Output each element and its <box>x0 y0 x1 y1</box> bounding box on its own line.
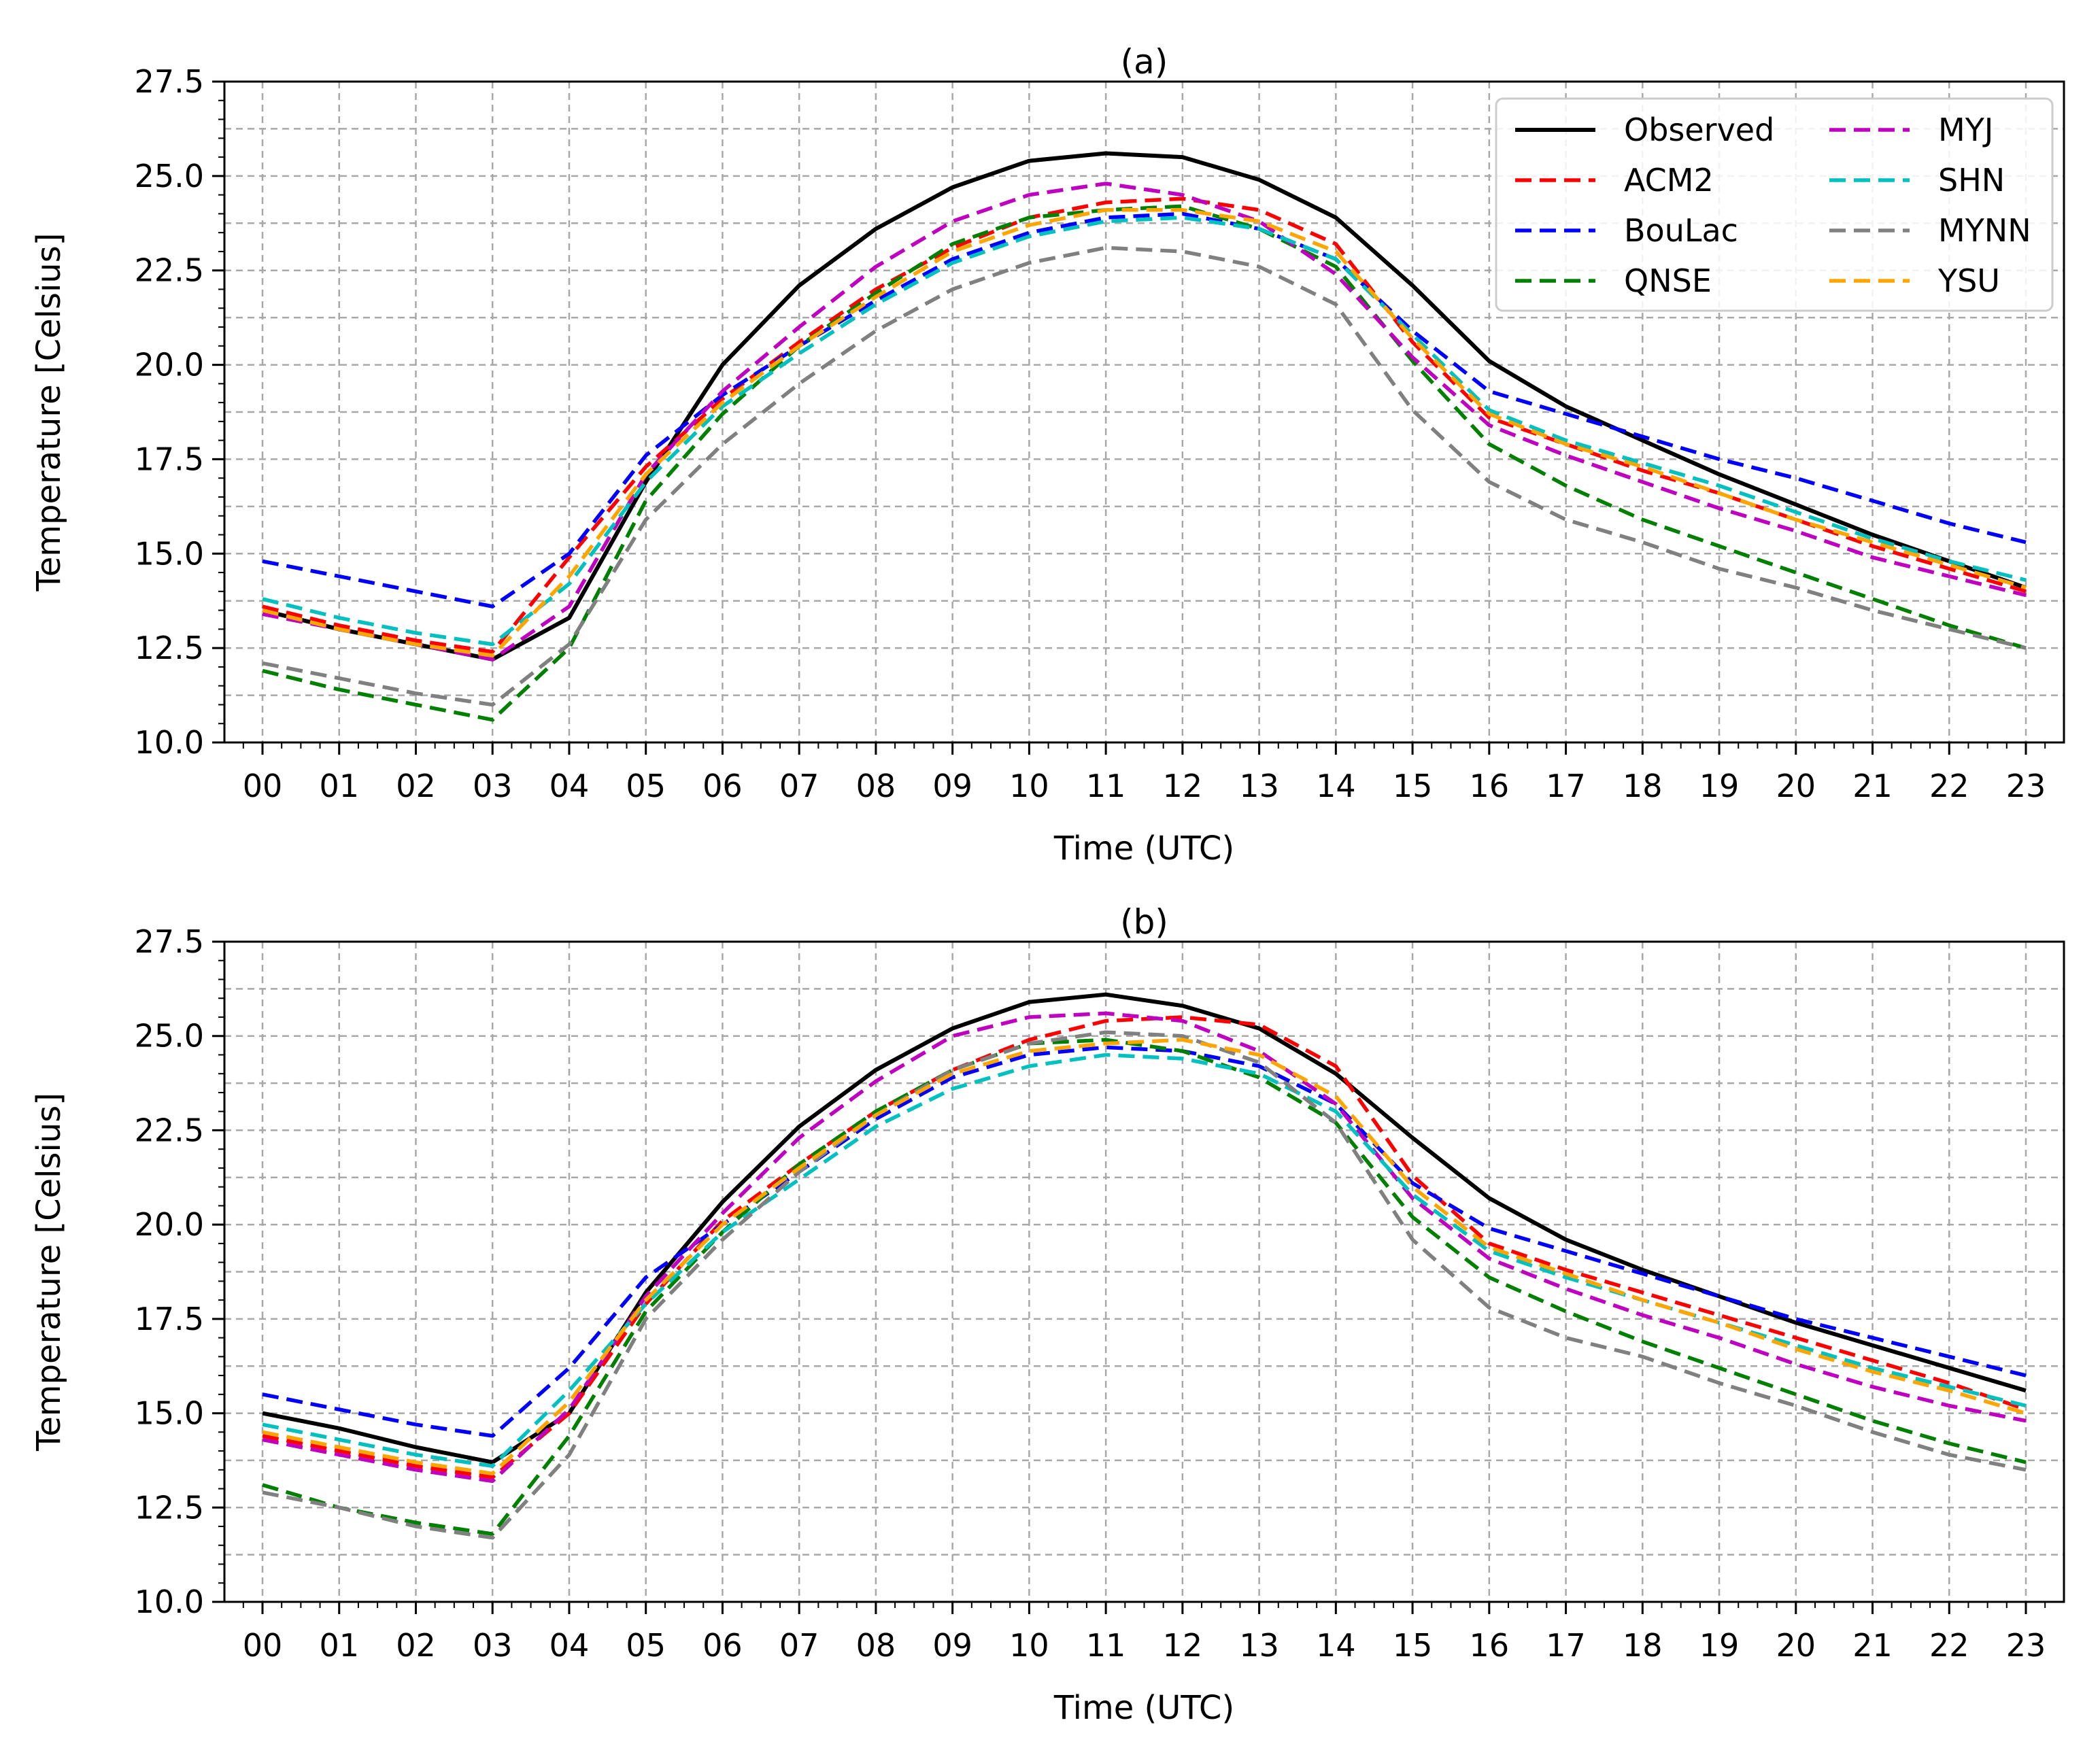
series-line-acm2 <box>262 1015 2027 1479</box>
x-tick-label: 18 <box>1623 1627 1663 1664</box>
series-line-boulac <box>262 1045 2027 1438</box>
y-tick-label: 22.5 <box>135 1112 204 1148</box>
series-line-myj <box>262 1011 2027 1484</box>
x-tick-label: 00 <box>243 768 283 804</box>
x-tick-label: 02 <box>396 768 436 804</box>
x-tick-label: 02 <box>396 1627 436 1664</box>
x-tick-label: 14 <box>1316 1627 1356 1664</box>
legend-label-ysu: YSU <box>1937 262 2000 299</box>
x-tick-label: 12 <box>1163 1627 1203 1664</box>
x-tick-label: 03 <box>473 768 513 804</box>
chart-panel-b: 00 01 02 03 04 05 06 07 08 09 10 11 12 13 14 15 16 17 18 19… <box>30 902 2065 1727</box>
x-tick-label: 07 <box>779 1627 819 1664</box>
y-tick-label: 10.0 <box>135 724 204 761</box>
x-tick-label: 21 <box>1852 1627 1893 1664</box>
x-tick-label: 20 <box>1776 1627 1816 1664</box>
series-line-boulac <box>262 211 2027 609</box>
y-axis-label: Temperature [Celsius] <box>30 1093 68 1452</box>
legend-label-observed: Observed <box>1624 112 1774 148</box>
x-tick-label: 22 <box>1929 1627 1969 1664</box>
x-tick-label: 20 <box>1776 768 1816 804</box>
panel-title: (b) <box>1120 902 1168 942</box>
legend: Observed ACM2 BouLac QNSE MYJ SHN MYNN YSU <box>1495 97 2054 312</box>
x-tick-label: 22 <box>1929 768 1969 804</box>
series-line-observed <box>262 992 2027 1465</box>
x-axis-label: Time (UTC) <box>1053 829 1234 868</box>
y-tick-label: 10.0 <box>135 1584 204 1620</box>
y-tick-label: 27.5 <box>135 923 204 960</box>
series-line-mynn <box>262 245 2027 707</box>
x-tick-label: 16 <box>1470 1627 1510 1664</box>
x-tick-label: 23 <box>2006 768 2046 804</box>
x-tick-label: 15 <box>1393 1627 1433 1664</box>
x-tick-label: 10 <box>1009 768 1049 804</box>
y-axis-label: Temperature [Celsius] <box>30 233 68 592</box>
x-tick-label: 01 <box>319 768 359 804</box>
x-tick-label: 04 <box>549 1627 590 1664</box>
y-tick-label: 17.5 <box>135 441 204 477</box>
legend-label-myj: MYJ <box>1938 112 1993 148</box>
series-line-ysu <box>262 208 2027 658</box>
legend-label-shn: SHN <box>1938 162 2005 199</box>
y-tick-label: 25.0 <box>135 158 204 194</box>
x-tick-label: 06 <box>702 1627 743 1664</box>
x-tick-label: 19 <box>1699 768 1740 804</box>
x-tick-label: 09 <box>932 1627 972 1664</box>
y-tick-label: 27.5 <box>135 63 204 100</box>
legend-label-qnse: QNSE <box>1624 262 1712 299</box>
series-line-shn <box>262 216 2027 647</box>
series-line-observed <box>262 151 2027 662</box>
y-tick-label: 12.5 <box>135 630 204 666</box>
y-tick-label: 20.0 <box>135 347 204 383</box>
y-tick-label: 20.0 <box>135 1206 204 1243</box>
x-tick-label: 04 <box>549 768 590 804</box>
x-tick-label: 05 <box>626 768 666 804</box>
x-tick-label: 08 <box>856 1627 896 1664</box>
legend-label-mynn: MYNN <box>1938 212 2031 249</box>
series-line-ysu <box>262 1038 2027 1476</box>
x-tick-label: 09 <box>932 768 972 804</box>
x-tick-label: 12 <box>1163 768 1203 804</box>
legend-label-boulac: BouLac <box>1624 212 1738 249</box>
series-line-myj <box>262 182 2027 662</box>
legend-label-acm2: ACM2 <box>1624 162 1714 199</box>
y-tick-label: 17.5 <box>135 1301 204 1337</box>
x-tick-label: 00 <box>243 1627 283 1664</box>
x-tick-label: 05 <box>626 1627 666 1664</box>
legend-box <box>1495 97 2054 312</box>
series-line-qnse <box>262 204 2027 722</box>
x-tick-label: 14 <box>1316 768 1356 804</box>
y-tick-label: 22.5 <box>135 252 204 289</box>
x-tick-label: 01 <box>319 1627 359 1664</box>
x-tick-label: 03 <box>473 1627 513 1664</box>
x-tick-label: 11 <box>1086 768 1126 804</box>
x-tick-label: 23 <box>2006 1627 2046 1664</box>
x-tick-label: 08 <box>856 768 896 804</box>
x-tick-label: 11 <box>1086 1627 1126 1664</box>
x-tick-label: 15 <box>1393 768 1433 804</box>
x-tick-label: 16 <box>1470 768 1510 804</box>
x-tick-label: 17 <box>1546 768 1586 804</box>
panel-title: (a) <box>1121 42 1168 82</box>
x-tick-label: 10 <box>1009 1627 1049 1664</box>
x-axis-label: Time (UTC) <box>1053 1689 1234 1727</box>
y-tick-label: 15.0 <box>135 1395 204 1432</box>
x-tick-label: 06 <box>702 768 743 804</box>
x-tick-label: 13 <box>1239 1627 1279 1664</box>
y-tick-label: 12.5 <box>135 1489 204 1526</box>
y-tick-label: 25.0 <box>135 1018 204 1055</box>
x-tick-label: 19 <box>1699 1627 1740 1664</box>
x-tick-label: 21 <box>1852 768 1893 804</box>
x-tick-label: 07 <box>779 768 819 804</box>
series-line-mynn <box>262 1030 2027 1540</box>
x-tick-label: 17 <box>1546 1627 1586 1664</box>
y-tick-label: 15.0 <box>135 535 204 572</box>
chart-panel-a: 00 01 02 03 04 05 06 07 08 09 10 11 12 13 14 15 16 17 18 19… <box>30 42 2065 868</box>
x-tick-label: 13 <box>1239 768 1279 804</box>
x-tick-label: 18 <box>1623 768 1663 804</box>
